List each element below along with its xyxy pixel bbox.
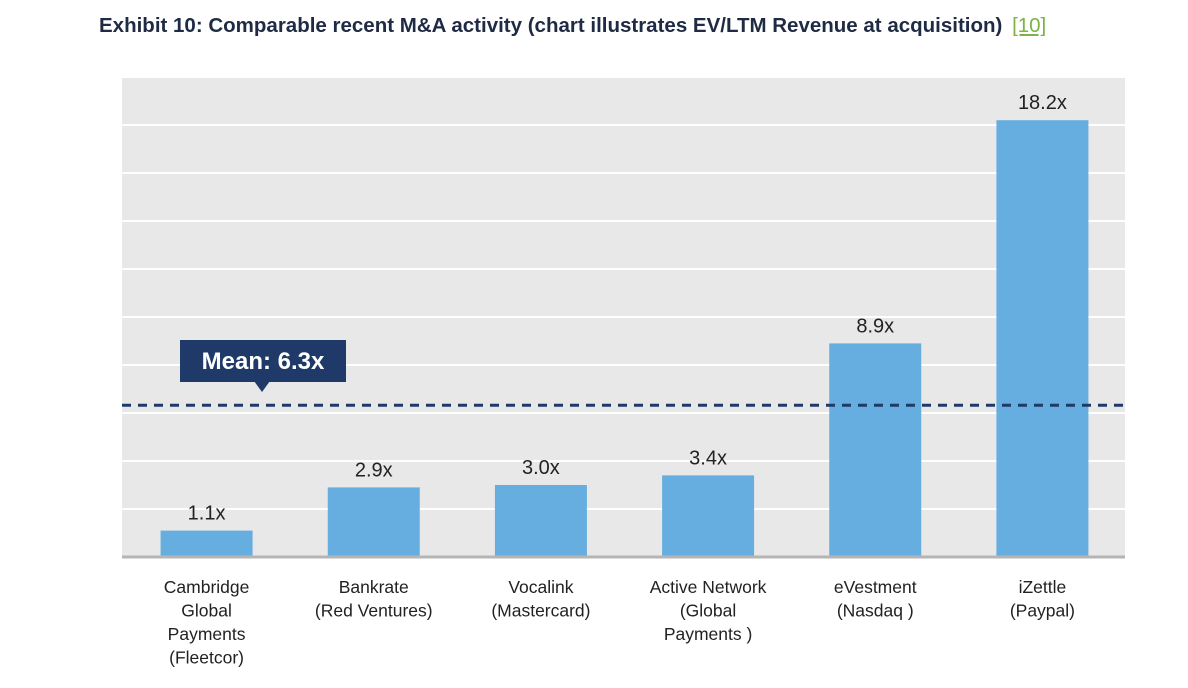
bar	[494, 485, 587, 557]
category-label: Active Network (Global Payments )	[650, 577, 767, 644]
mean-label-pointer	[254, 381, 270, 392]
bars	[160, 120, 1089, 557]
mean-label-box	[180, 340, 346, 382]
data-label: 18.2x	[1018, 92, 1067, 114]
data-label: 3.4x	[689, 447, 727, 469]
category-label: Cambridge Global Payments (Fleetcor)	[164, 577, 250, 668]
reference-link[interactable]: [10]	[1012, 14, 1047, 37]
category-label: eVestment (Nasdaq )	[834, 577, 917, 621]
category-label: Bankrate (Red Ventures)	[315, 577, 433, 621]
mean-callout: Mean: 6.3x	[180, 340, 346, 392]
category-label: iZettle (Paypal)	[1010, 577, 1075, 621]
data-label: 8.9x	[856, 315, 894, 337]
value-labels: 1.1x 2.9x 3.0x 3.4x 8.9x 18.2x	[188, 92, 1067, 524]
gridlines	[122, 76, 1125, 510]
data-label: 1.1x	[188, 503, 226, 525]
bar	[829, 343, 922, 557]
bar	[996, 120, 1089, 557]
chart-title-text: Exhibit 10: Comparable recent M&A activi…	[99, 14, 1003, 37]
chart-title: Exhibit 10: Comparable recent M&A activi…	[99, 14, 1046, 44]
data-label: 2.9x	[355, 459, 393, 481]
bar	[662, 475, 755, 557]
bar	[327, 487, 420, 557]
category-label: Vocalink (Mastercard)	[491, 577, 590, 621]
mean-label: Mean: 6.3x	[202, 348, 325, 375]
data-label: 3.0x	[522, 457, 560, 479]
category-labels: Cambridge Global Payments (Fleetcor) Bankrat…	[164, 577, 1075, 668]
bar	[160, 530, 253, 557]
